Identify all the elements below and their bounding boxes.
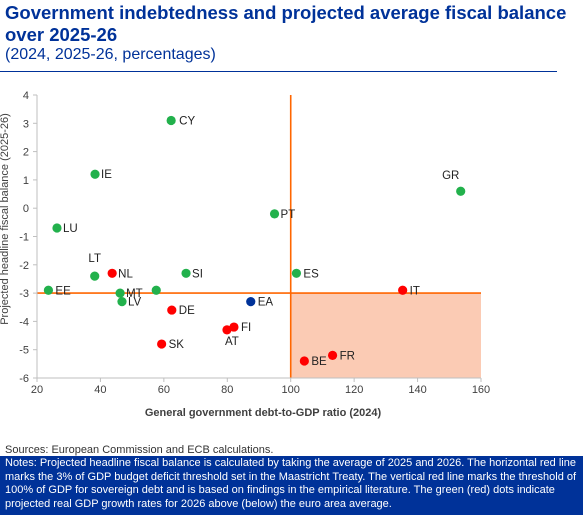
point-sk (157, 339, 167, 349)
point-label-pt: PT (281, 209, 296, 221)
point-be (299, 356, 309, 366)
x-axis-label: General government debt-to-GDP ratio (20… (145, 407, 382, 419)
point-de (167, 305, 177, 315)
shaded-quadrant (290, 293, 481, 378)
y-tick-label: 3 (23, 118, 29, 130)
title-divider (0, 71, 557, 72)
y-tick-label: 4 (23, 90, 29, 102)
y-tick-label: -2 (19, 260, 29, 272)
point-label-nl: NL (118, 268, 133, 280)
point-label-at: AT (225, 336, 239, 348)
notes-box: Notes: Projected headline fiscal balance… (0, 456, 583, 515)
x-tick-label: 100 (282, 384, 300, 396)
point-label-si: SI (192, 268, 203, 280)
y-tick-label: 2 (23, 147, 29, 159)
x-tick-label: 140 (408, 384, 426, 396)
x-tick-label: 60 (158, 384, 170, 396)
point-nl (107, 268, 117, 278)
scatter-chart: 20 40 60 80 100 120 140 160 -6 -5 -4 -3 -2 -1 0 1 2 3 4 CY… (0, 90, 490, 419)
point-label-de: DE (179, 305, 195, 317)
point-ea (246, 296, 256, 307)
x-tick-label: 120 (345, 384, 363, 396)
y-tick-label: 0 (23, 203, 29, 215)
y-axis-label: Projected headline fiscal balance (2025-… (0, 113, 11, 325)
chart-subtitle: (2024, 2025-26, percentages) (5, 46, 216, 63)
point-label-ea: EA (258, 297, 274, 309)
point-lv (117, 296, 127, 307)
point-label-lv: LV (128, 297, 142, 309)
point-gr (456, 186, 466, 196)
point-label-cy: CY (179, 115, 195, 127)
point-cy (166, 115, 176, 126)
shaded-quadrant-layer (290, 293, 481, 378)
point-label-be: BE (311, 356, 327, 368)
x-tick-label: 20 (31, 384, 43, 396)
x-tick-label: 160 (472, 384, 490, 396)
point-label-ie: IE (101, 169, 112, 181)
point-it (398, 285, 408, 295)
point-es (291, 268, 302, 278)
point-label-mt: MT (126, 288, 143, 300)
point-ie (90, 169, 100, 179)
point-label-ee: EE (55, 285, 71, 297)
y-tick-label: -6 (19, 373, 29, 385)
y-tick-label: -5 (19, 345, 29, 357)
y-tick-label: 1 (23, 175, 29, 187)
point-label-sk: SK (169, 339, 185, 351)
point-mt (115, 288, 125, 298)
point-lt (90, 271, 100, 281)
point-hr (151, 285, 161, 295)
point-lu (52, 223, 62, 233)
point-pt (269, 209, 280, 219)
point-label-gr: GR (442, 170, 459, 182)
point-label-es: ES (303, 268, 319, 280)
point-ee (43, 285, 54, 295)
point-fi (229, 322, 239, 332)
point-label-fr: FR (340, 350, 355, 362)
threshold-lines-layer (37, 95, 481, 378)
point-fr (327, 350, 338, 360)
point-label-lu: LU (63, 223, 78, 235)
axes-layer: 20 40 60 80 100 120 140 160 -6 -5 -4 -3 -2 -1 0 1 2 3 4 (19, 90, 490, 396)
point-label-it: IT (410, 285, 420, 297)
point-si (181, 268, 191, 278)
point-label-lt: LT (88, 253, 101, 265)
x-tick-label: 40 (94, 384, 106, 396)
point-label-fi: FI (241, 322, 251, 334)
chart-title: Government indebtedness and projected av… (5, 2, 567, 45)
sources-note: Sources: European Commission and ECB cal… (5, 444, 274, 456)
x-tick-label: 80 (221, 384, 233, 396)
y-tick-label: -3 (19, 288, 29, 300)
y-tick-label: -1 (19, 232, 29, 244)
y-tick-label: -4 (19, 316, 29, 328)
point-at (222, 325, 232, 335)
